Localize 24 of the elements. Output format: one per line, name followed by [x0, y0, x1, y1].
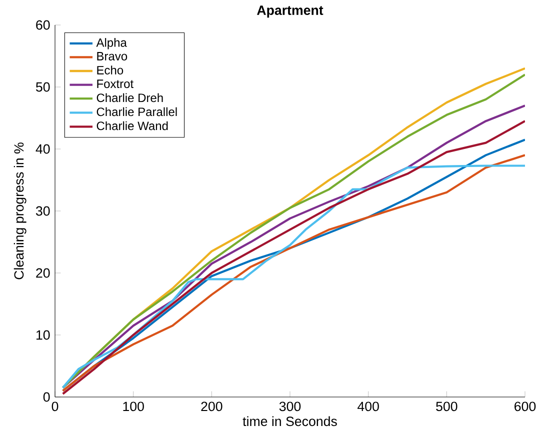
x-tick-label: 300 — [279, 402, 301, 412]
x-tick-label: 0 — [52, 402, 58, 412]
legend-label: Foxtrot — [97, 80, 134, 88]
y-tick-label: 60 — [36, 20, 50, 30]
y-axis-title: Cleaning progress in % — [14, 142, 26, 280]
legend-label: Charlie Parallel — [96, 107, 177, 116]
y-tick-label: 20 — [36, 268, 50, 278]
x-tick-label: 200 — [201, 402, 222, 412]
legend-label: Echo — [97, 66, 124, 74]
legend-label: Bravo — [97, 52, 128, 60]
chart-title: Apartment — [257, 6, 324, 18]
legend-label: Alpha — [96, 38, 127, 50]
x-tick-label: 400 — [358, 402, 379, 412]
y-tick-label: 40 — [36, 144, 50, 154]
legend-label: Charlie Dreh — [96, 93, 163, 102]
legend-label: Charlie Wand — [96, 121, 168, 130]
y-tick-label: 10 — [36, 330, 50, 340]
x-tick-label: 100 — [123, 402, 144, 412]
x-axis-title: time in Seconds — [242, 416, 337, 426]
y-tick-label: 0 — [43, 392, 50, 402]
x-tick-label: 600 — [514, 402, 536, 412]
y-tick-label: 50 — [36, 82, 50, 92]
y-tick-label: 30 — [36, 206, 50, 216]
x-tick-label: 500 — [436, 402, 458, 412]
